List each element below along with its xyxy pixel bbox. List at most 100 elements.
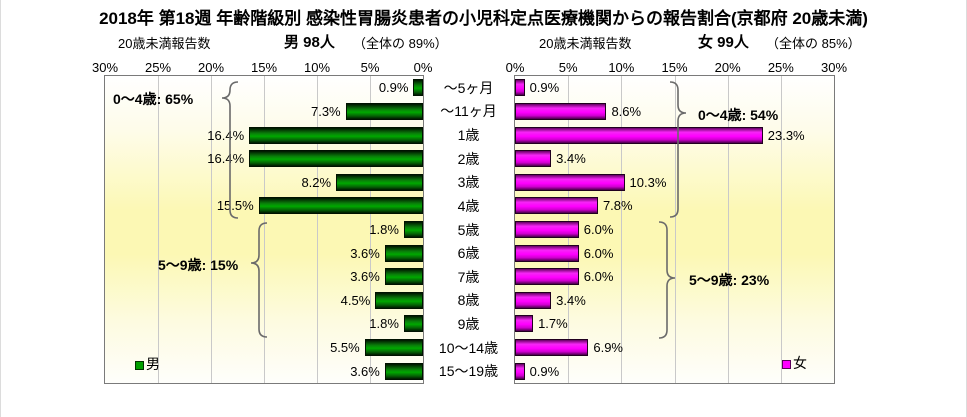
bar-male xyxy=(375,291,423,309)
bar-value-label: 6.9% xyxy=(593,340,623,356)
axis-tick-label: 10% xyxy=(608,60,635,75)
female-legend: 女 xyxy=(782,356,807,371)
bar-value-label: 3.4% xyxy=(556,292,586,308)
bar-value-label: 6.0% xyxy=(583,245,614,261)
gridline xyxy=(158,76,159,383)
category-label: ～11ヶ月 xyxy=(440,103,497,120)
gridline xyxy=(780,76,782,383)
bar-value-label: 7.3% xyxy=(310,103,341,119)
female-plot-area: 0.9% 8.6% 23.3% 3.4% 10.3% 7.8% 6.0% 6.0% 6.0% 3.… xyxy=(514,75,835,384)
bar-value-label: 8.2% xyxy=(301,174,332,190)
bar-male xyxy=(258,197,423,215)
bar-value-label: 23.3% xyxy=(767,127,805,143)
category-label: 9歳 xyxy=(457,315,480,332)
male-total-percent-note: （全体の 89%） xyxy=(353,36,448,51)
axis-tick-label: 25% xyxy=(767,60,794,75)
bar-female xyxy=(515,315,534,333)
male-legend-swatch-icon xyxy=(135,361,144,370)
category-label: 8歳 xyxy=(457,292,480,309)
bar-male xyxy=(384,362,423,380)
bar-male xyxy=(403,315,423,333)
chart-title: 2018年 第18週 年齢階級別 感染性胃腸炎患者の小児科定点医療機関からの報告… xyxy=(99,9,868,28)
gridline xyxy=(264,76,265,383)
bar-value-label: 1.8% xyxy=(369,316,399,332)
bar-female xyxy=(515,268,579,286)
bar-value-label: 6.0% xyxy=(583,269,614,285)
bar-value-label: 10.3% xyxy=(629,174,667,190)
bar-male xyxy=(249,150,423,168)
axis-tick-label: 0% xyxy=(505,60,525,75)
bar-male xyxy=(403,221,423,238)
bar-value-label: 3.6% xyxy=(350,245,380,261)
bar-female xyxy=(515,126,763,144)
bar-male xyxy=(413,79,423,97)
axis-tick-label: 10% xyxy=(303,60,331,75)
category-label: 15～19歳 xyxy=(438,363,499,380)
bar-value-label: 15.5% xyxy=(216,198,254,214)
bar-female xyxy=(515,221,579,238)
axis-tick-label: 5% xyxy=(360,60,380,75)
gridline xyxy=(370,76,371,383)
bar-male xyxy=(345,102,423,120)
female-legend-swatch-icon xyxy=(782,360,791,369)
gridline xyxy=(727,76,729,383)
bar-value-label: 16.4% xyxy=(207,127,245,143)
female-total-percent-note: （全体の 85%） xyxy=(766,36,861,51)
category-label: ～5ヶ月 xyxy=(443,79,494,96)
axis-tick-label: 0% xyxy=(413,60,433,75)
male-0-4-annotation: 0～4歳: 65% xyxy=(113,91,194,107)
male-5-9-annotation: 5～9歳: 15% xyxy=(158,257,239,273)
axis-tick-label: 15% xyxy=(250,60,278,75)
male-plot-area: 0.9% 7.3% 16.4% 16.4% 8.2% 15.5% 1.8% 3.6% 3.6% 4… xyxy=(104,75,424,384)
female-report-count-label: 20歳未満報告数 xyxy=(539,36,632,51)
female-count-value: 女 99人 xyxy=(698,34,749,51)
gridline xyxy=(211,76,212,383)
bar-value-label: 3.6% xyxy=(350,363,380,379)
bar-value-label: 1.8% xyxy=(369,222,399,237)
category-label: 4歳 xyxy=(457,197,480,214)
female-5-9-annotation: 5～9歳: 23% xyxy=(689,272,770,288)
axis-tick-label: 20% xyxy=(714,60,741,75)
axis-tick-label: 30% xyxy=(91,60,119,75)
bar-value-label: 3.6% xyxy=(350,269,380,285)
axis-tick-label: 25% xyxy=(144,60,172,75)
bar-female xyxy=(515,102,607,120)
gridline xyxy=(621,76,623,383)
bar-value-label: 5.5% xyxy=(330,340,360,356)
category-label: 7歳 xyxy=(457,268,480,285)
bar-value-label: 0.9% xyxy=(378,80,409,96)
axis-tick-label: 15% xyxy=(661,60,688,75)
bar-male xyxy=(384,244,423,262)
male-count-value: 男 98人 xyxy=(284,34,335,51)
category-label: 2歳 xyxy=(457,150,480,167)
axis-tick-label: 20% xyxy=(197,60,225,75)
axis-tick-label: 30% xyxy=(820,60,848,75)
bar-male xyxy=(364,339,423,357)
bar-female xyxy=(515,291,552,309)
bar-value-label: 8.6% xyxy=(611,103,642,119)
male-legend-label: 男 xyxy=(146,356,160,372)
bar-male xyxy=(384,268,423,286)
bar-value-label: 3.4% xyxy=(556,151,586,167)
bar-female xyxy=(515,150,552,168)
bar-female xyxy=(515,244,579,262)
male-legend: 男 xyxy=(135,357,160,372)
category-label: 1歳 xyxy=(457,127,480,144)
category-label: 3歳 xyxy=(457,174,480,191)
bar-value-label: 0.9% xyxy=(529,80,560,96)
gridline xyxy=(674,76,676,383)
bar-female xyxy=(515,339,589,357)
bar-female xyxy=(515,79,525,97)
category-label: 6歳 xyxy=(457,245,480,262)
bar-value-label: 16.4% xyxy=(207,151,245,167)
bar-female xyxy=(515,362,525,380)
axis-tick-label: 5% xyxy=(558,60,578,75)
female-0-4-annotation: 0～4歳: 54% xyxy=(698,107,779,123)
bar-male xyxy=(336,173,423,191)
bar-female xyxy=(515,197,598,215)
female-legend-label: 女 xyxy=(793,355,807,371)
gridline xyxy=(317,76,318,383)
bar-value-label: 0.9% xyxy=(529,363,560,379)
bar-male xyxy=(249,126,423,144)
